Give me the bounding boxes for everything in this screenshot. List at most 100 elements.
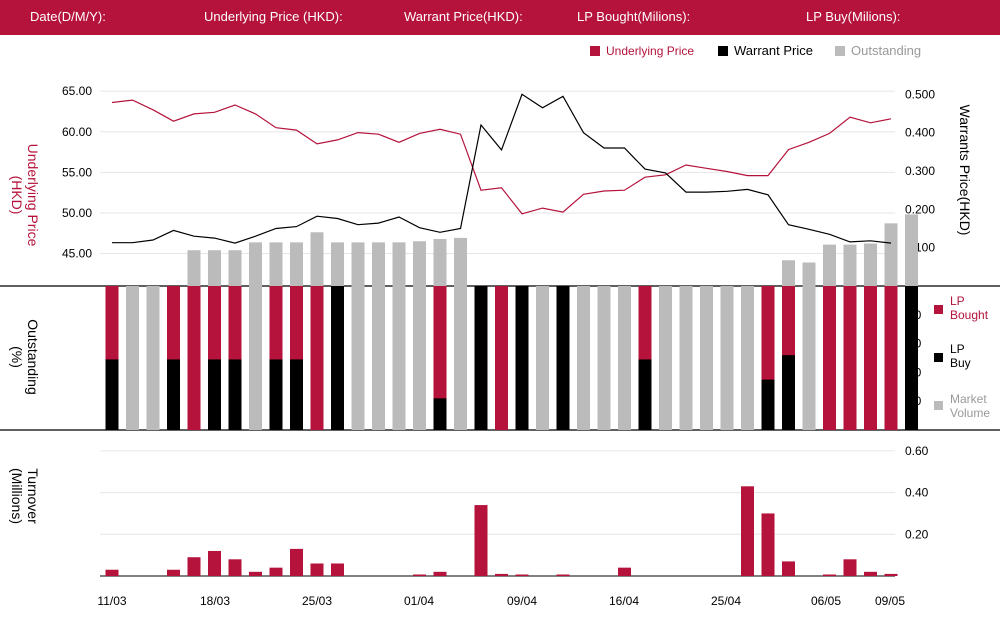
legend-lp-buy-label-2: Buy xyxy=(950,356,971,370)
lp-bought-bar xyxy=(884,286,898,430)
lp-buy-bar xyxy=(331,286,344,430)
legend-warrant-label: Warrant Price xyxy=(734,43,813,58)
turnover-bar xyxy=(269,567,283,576)
right-axis-title: Warrants Price(HKD) xyxy=(957,105,973,236)
chart-marks: 65.00 60.00 55.00 50.00 45.00 0.500 0.400 0.300… xyxy=(0,84,1000,608)
x-axis-tick-label: 06/05 xyxy=(811,594,841,608)
turnover-axis-tick-label: 0.40 xyxy=(905,486,929,500)
legend-lp-buy-swatch xyxy=(934,353,943,362)
legend-lp-bought-label-2: Bought xyxy=(950,308,989,322)
right-axis-tick-label: 0.500 xyxy=(905,87,935,101)
x-axis-tick-label: 16/04 xyxy=(609,594,639,608)
turnover-bar xyxy=(331,563,344,576)
lp-buy-bar xyxy=(761,379,775,430)
turnover-bar xyxy=(761,513,775,576)
right-axis-tick-label: 0.400 xyxy=(905,126,935,140)
turnover-bar xyxy=(208,550,221,576)
lp-buy-bar xyxy=(167,359,180,430)
outstanding-bar xyxy=(864,243,877,286)
lp-bought-bar xyxy=(843,286,857,430)
legend-market-volume-label-1: Market xyxy=(950,392,987,406)
lp-bought-bar xyxy=(187,286,201,430)
x-axis-tick-label: 25/03 xyxy=(302,594,332,608)
market-volume-bar xyxy=(536,286,549,430)
header-bar: Date(D/M/Y): Underlying Price (HKD): War… xyxy=(0,0,1000,35)
x-axis-tick-label: 18/03 xyxy=(200,594,230,608)
turnover-bar xyxy=(249,571,262,576)
outstanding-bar xyxy=(802,262,816,286)
left-axis-tick-label: 45.00 xyxy=(62,247,92,261)
warrant-chart: Underlying Price Warrant Price Outstandi… xyxy=(0,43,1000,608)
outstanding-bar xyxy=(228,250,242,286)
turnover-bar xyxy=(187,557,201,576)
x-axis-tick-label: 01/04 xyxy=(404,594,434,608)
lp-bought-bar xyxy=(310,286,324,430)
outstanding-bar xyxy=(782,260,795,286)
legend-lp-bought-label-1: LP xyxy=(950,294,965,308)
legend-underlying-label: Underlying Price xyxy=(606,44,694,58)
turnover-bar xyxy=(474,505,488,576)
outstanding-bar xyxy=(310,232,324,286)
outstanding-bar xyxy=(249,242,262,286)
right-axis-tick-label: 0.300 xyxy=(905,164,935,178)
market-volume-bar xyxy=(413,286,426,430)
market-volume-bar xyxy=(618,286,631,430)
outstanding-bar xyxy=(351,242,365,286)
market-volume-bar xyxy=(679,286,693,430)
legend-market-volume-swatch xyxy=(934,401,943,410)
lp-buy-bar xyxy=(269,359,283,430)
outstanding-bar xyxy=(843,244,857,286)
outstanding-bar xyxy=(905,214,918,286)
lp-buy-bar xyxy=(638,359,652,430)
x-axis-tick-label: 09/05 xyxy=(875,594,905,608)
market-volume-bar xyxy=(372,286,385,430)
outstanding-bar xyxy=(269,242,283,286)
turnover-bar xyxy=(515,574,529,576)
x-axis-tick-label: 11/03 xyxy=(97,594,126,608)
x-axis-tick-label: 09/04 xyxy=(507,594,537,608)
turnover-bar xyxy=(823,574,836,576)
legend-underlying-swatch xyxy=(590,46,600,56)
market-volume-bar xyxy=(146,286,160,430)
market-volume-bar xyxy=(741,286,754,430)
right-axis-tick-label: 0.200 xyxy=(905,202,935,216)
market-volume-bar xyxy=(577,286,590,430)
lp-buy-bar xyxy=(105,359,119,430)
turnover-bar xyxy=(228,559,242,576)
outstanding-bar xyxy=(331,242,344,286)
x-axis-tick-label: 25/04 xyxy=(711,594,741,608)
warrant-price-line xyxy=(112,93,892,244)
lp-bought-bar xyxy=(864,286,877,430)
outstanding-bar xyxy=(187,250,201,286)
market-volume-bar xyxy=(392,286,406,430)
header-underlying-field: Underlying Price (HKD): xyxy=(204,9,343,24)
legend-lp-buy-label-1: LP xyxy=(950,342,965,356)
underlying-price-line xyxy=(111,99,892,215)
turnover-axis-tick-label: 0.60 xyxy=(905,444,929,458)
lp-bought-bar xyxy=(823,286,836,430)
market-volume-bar xyxy=(700,286,713,430)
left-axis-tick-label: 65.00 xyxy=(62,84,92,98)
outstanding-bar xyxy=(290,242,303,286)
legend-lp-bought-swatch xyxy=(934,305,943,314)
turnover-bar xyxy=(310,563,324,576)
market-volume-bar xyxy=(802,286,816,430)
lp-bought-bar xyxy=(495,286,508,430)
outstanding-bar xyxy=(433,239,447,286)
turnover-bar xyxy=(413,574,426,576)
header-warrant-field: Warrant Price(HKD): xyxy=(404,9,523,24)
left-axis-tick-label: 50.00 xyxy=(62,206,92,220)
outstanding-bar xyxy=(392,242,406,286)
turnover-bar xyxy=(105,569,119,576)
turnover-axis-title-line2: (Millions) xyxy=(9,468,25,524)
lp-buy-bar xyxy=(208,359,221,430)
header-lp-buy-field: LP Buy(Milions): xyxy=(806,9,901,24)
lp-buy-bar xyxy=(474,286,488,430)
outstanding-bar xyxy=(884,223,898,286)
lp-buy-bar xyxy=(556,286,570,430)
left-axis-tick-label: 60.00 xyxy=(62,125,92,139)
market-volume-bar xyxy=(597,286,611,430)
market-volume-bar xyxy=(659,286,672,430)
lp-buy-bar xyxy=(433,398,447,430)
lp-bought-bar xyxy=(433,286,447,430)
